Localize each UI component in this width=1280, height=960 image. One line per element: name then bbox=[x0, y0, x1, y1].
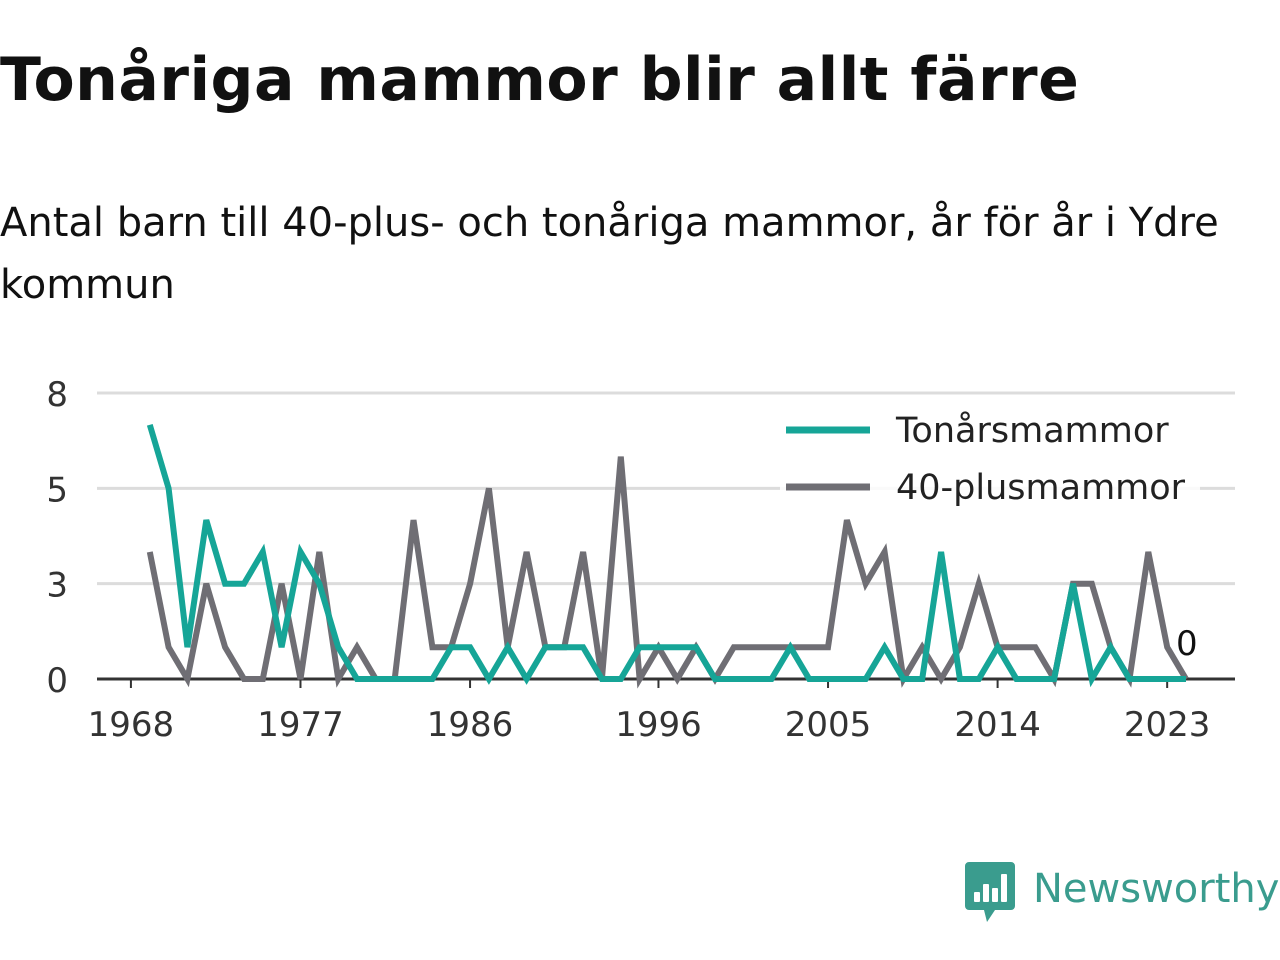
y-tick-label: 8 bbox=[46, 375, 68, 415]
legend: Tonårsmammor 40-plusmammor bbox=[780, 404, 1200, 511]
x-tick-label: 2005 bbox=[785, 705, 872, 745]
series-line-ton-rsmammor bbox=[146, 423, 1186, 688]
x-tick-label: 1977 bbox=[257, 705, 344, 745]
y-tick-label: 0 bbox=[46, 661, 68, 701]
axes: 0 3 5 8 1968 1977 1986 1996 2005 2014 2023 bbox=[46, 375, 1235, 745]
brand-name: Newsworthy bbox=[1033, 866, 1280, 912]
x-tick-label: 1986 bbox=[427, 705, 514, 745]
series-line-40-plusmammor bbox=[146, 456, 1189, 689]
chart-subtitle: Antal barn till 40-plus- och tonåriga ma… bbox=[0, 200, 1219, 308]
series-lines bbox=[146, 423, 1189, 689]
legend-label: 40-plusmammor bbox=[896, 468, 1186, 508]
chart-title: Tonåriga mammor blir allt färre bbox=[0, 45, 1080, 115]
legend-label: Tonårsmammor bbox=[895, 410, 1169, 451]
x-tick-label: 2014 bbox=[954, 705, 1041, 745]
x-tick-label: 2023 bbox=[1124, 705, 1211, 745]
x-tick-label: 1968 bbox=[88, 705, 175, 745]
y-tick-label: 3 bbox=[46, 566, 68, 606]
brand-signature: Newsworthy bbox=[965, 862, 1279, 926]
x-tick-label: 1996 bbox=[615, 705, 702, 745]
newsworthy-logo-icon bbox=[965, 862, 1015, 922]
end-value-label: 0 bbox=[1176, 624, 1198, 664]
data-labels: 0 bbox=[1176, 624, 1198, 664]
y-tick-label: 5 bbox=[46, 470, 68, 510]
